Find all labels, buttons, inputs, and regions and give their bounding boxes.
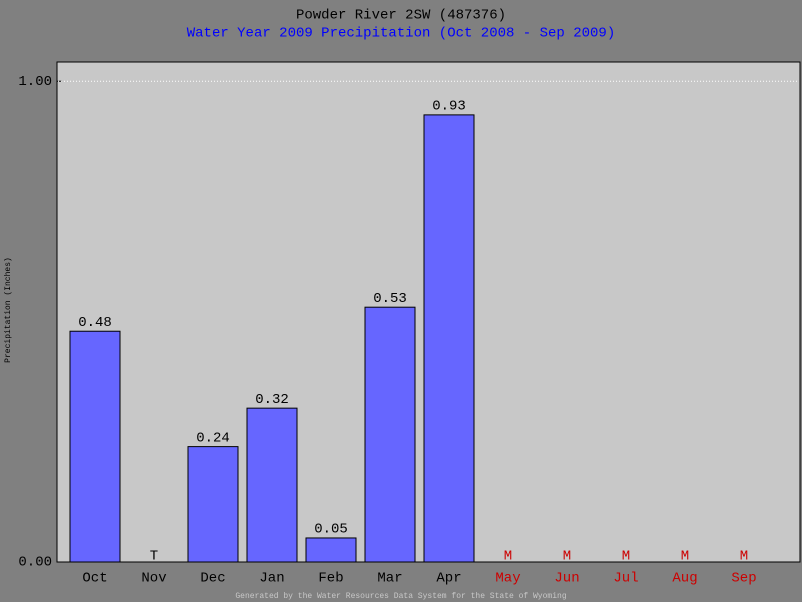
y-tick-label: 0.00 — [18, 555, 52, 571]
x-tick-label: May — [495, 571, 520, 587]
value-label: T — [150, 549, 158, 565]
value-label: M — [740, 549, 748, 565]
x-tick-label: Sep — [731, 571, 756, 587]
x-tick-label: Jan — [259, 571, 284, 587]
x-tick-label: Apr — [436, 571, 461, 587]
footer: Generated by the Water Resources Data Sy… — [235, 592, 566, 601]
x-tick-label: Dec — [200, 571, 225, 587]
x-tick-label: Feb — [318, 571, 343, 587]
bar — [187, 446, 239, 563]
value-label: M — [563, 549, 571, 565]
bar — [246, 407, 298, 563]
bar — [69, 330, 121, 563]
value-label: M — [681, 549, 689, 565]
y-axis-label: Precipitation (Inches) — [4, 257, 13, 363]
x-tick-label: Jul — [613, 571, 638, 587]
chart-subtitle: Water Year 2009 Precipitation (Oct 2008 … — [187, 26, 615, 42]
x-tick-label: Mar — [377, 571, 402, 587]
value-label: 0.05 — [314, 522, 348, 538]
chart-title: Powder River 2SW (487376) — [296, 8, 506, 24]
bar — [364, 306, 416, 563]
value-label: 0.53 — [373, 291, 407, 307]
value-label: M — [504, 549, 512, 565]
x-tick-label: Jun — [554, 571, 579, 587]
value-label: M — [622, 549, 630, 565]
x-tick-label: Aug — [672, 571, 697, 587]
bar — [423, 114, 475, 563]
x-tick-label: Nov — [141, 571, 166, 587]
value-label: 0.48 — [78, 315, 112, 331]
y-tick-label: 1.00 — [18, 74, 52, 90]
value-label: 0.93 — [432, 99, 466, 115]
bar — [305, 537, 357, 563]
x-tick-label: Oct — [82, 571, 107, 587]
value-label: 0.24 — [196, 430, 230, 446]
value-label: 0.32 — [255, 392, 289, 408]
